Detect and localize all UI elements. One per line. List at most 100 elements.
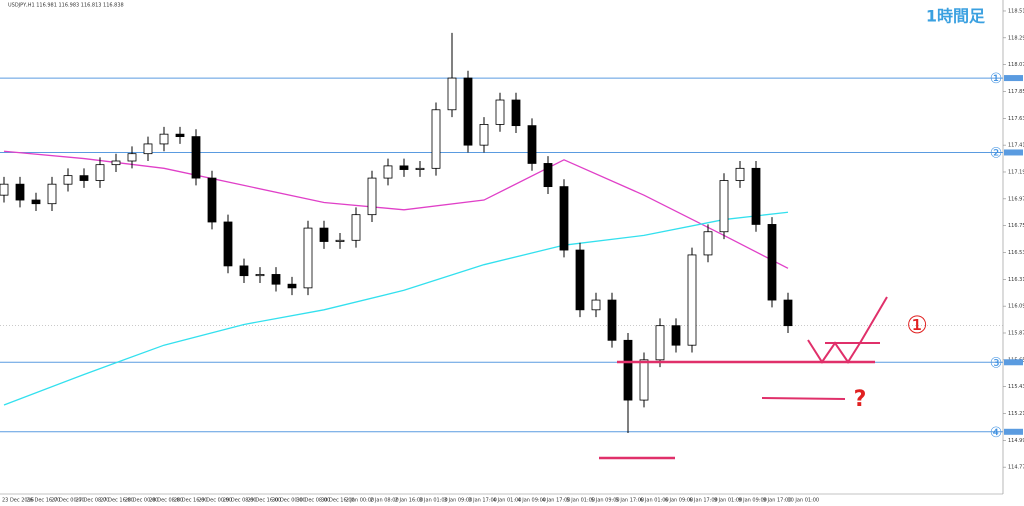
level-box <box>1004 75 1023 82</box>
x-tick-label: 5 Jan 09:00 <box>591 498 619 504</box>
x-tick-label: 2 Jan 08:00 <box>370 498 398 504</box>
candle-body <box>255 274 265 277</box>
candle-body <box>95 164 105 181</box>
moving-average <box>3 211 789 406</box>
candle-body <box>319 227 329 242</box>
y-tick-label: 117.85 <box>1008 89 1024 95</box>
level-box <box>1004 428 1023 435</box>
candle-body <box>31 199 41 205</box>
y-tick-label: 115.43 <box>1008 384 1024 390</box>
candle-body <box>287 283 297 289</box>
y-tick-label: 115.87 <box>1008 330 1024 336</box>
candle-body <box>191 136 201 179</box>
candle-body <box>543 163 553 188</box>
y-tick-label: 114.99 <box>1008 438 1024 444</box>
y-tick-label: 118.29 <box>1008 35 1024 41</box>
y-tick-label: 116.97 <box>1008 196 1024 202</box>
x-tick-label: 6 Jan 09:00 <box>665 498 693 504</box>
level-label: ① <box>990 71 1003 87</box>
candle-body <box>575 249 585 311</box>
candle-body <box>495 99 505 125</box>
x-tick-label: 4 Jan 17:00 <box>542 498 570 504</box>
candle-body <box>79 175 89 181</box>
candle-body <box>591 299 601 311</box>
candle-body <box>735 167 745 181</box>
candle-body <box>687 254 697 346</box>
candle-body <box>63 175 73 185</box>
level-label: ③ <box>990 355 1003 371</box>
x-tick-label: 27 Dec 16:00 <box>100 498 134 504</box>
candle-body <box>335 239 345 242</box>
x-tick-label: 30 Dec 00:00 <box>272 498 306 504</box>
x-tick-label: 29 Dec 16:00 <box>247 498 281 504</box>
candle-body <box>0 183 9 196</box>
x-tick-label: 28 Dec 08:00 <box>149 498 183 504</box>
x-tick-label: 30 Dec 08:00 <box>297 498 331 504</box>
candle-body <box>415 167 425 170</box>
candle-body <box>703 231 713 256</box>
x-tick-label: 6 Jan 17:00 <box>689 498 717 504</box>
x-tick-label: 9 Jan 01:00 <box>714 498 742 504</box>
level-box <box>1004 149 1023 156</box>
candle-body <box>511 99 521 127</box>
drawn-line <box>761 397 846 400</box>
y-tick-label: 118.07 <box>1008 62 1024 68</box>
candle-body <box>223 221 233 267</box>
y-tick-label: 117.41 <box>1008 143 1024 149</box>
x-tick-label: 27 Dec 08:00 <box>76 498 110 504</box>
y-tick-label: 114.77 <box>1008 465 1024 471</box>
candle-body <box>527 125 537 164</box>
candle-body <box>15 183 25 201</box>
x-tick-label: 2 Jan 00:00 <box>346 498 374 504</box>
x-tick-label: 29 Dec 00:00 <box>198 498 232 504</box>
candle-body <box>447 77 457 111</box>
chart-title: 1時間足 <box>926 7 986 26</box>
candle-body <box>207 177 217 223</box>
y-tick-label: 116.75 <box>1008 223 1024 229</box>
x-tick-label: 4 Jan 01:00 <box>493 498 521 504</box>
candle-body <box>303 227 313 289</box>
y-tick-label: 116.09 <box>1008 304 1024 310</box>
y-tick-label: 117.19 <box>1008 169 1024 175</box>
candle-body <box>767 224 777 301</box>
drawn-path <box>807 296 888 364</box>
x-tick-label: 3 Jan 09:00 <box>444 498 472 504</box>
x-tick-label: 3 Jan 01:00 <box>419 498 447 504</box>
candle-body <box>143 143 153 155</box>
candle-body <box>607 299 617 341</box>
drawings <box>599 296 888 460</box>
moving-average <box>3 150 789 269</box>
candle-body <box>239 265 249 277</box>
candle-body <box>639 359 649 401</box>
candle-body <box>399 165 409 170</box>
level-label: ④ <box>990 425 1003 441</box>
x-tick-label: 26 Dec 16:00 <box>27 498 61 504</box>
x-tick-label: 30 Dec 16:00 <box>321 498 355 504</box>
candle-body <box>783 299 793 327</box>
candle-body <box>655 325 665 361</box>
y-tick-label: 118.51 <box>1008 8 1024 14</box>
y-tick-label: 116.31 <box>1008 277 1024 283</box>
y-tick-label: 117.63 <box>1008 116 1024 122</box>
candle-body <box>623 339 633 401</box>
candle-body <box>367 177 377 216</box>
x-tick-label: 5 Jan 17:00 <box>616 498 644 504</box>
x-tick-label: 29 Dec 08:00 <box>223 498 257 504</box>
x-tick-label: 9 Jan 09:00 <box>738 498 766 504</box>
x-tick-label: 2 Jan 16:00 <box>395 498 423 504</box>
x-tick-label: 28 Dec 16:00 <box>174 498 208 504</box>
x-tick-label: 23 Dec 2016 <box>2 498 34 504</box>
candle-body <box>559 186 569 251</box>
candle-body <box>111 160 121 166</box>
candle-body <box>159 133 169 145</box>
candle-body <box>47 183 57 205</box>
x-tick-label: 27 Dec 00:00 <box>51 498 85 504</box>
annotation: ? <box>854 387 867 412</box>
y-tick-label: 116.53 <box>1008 250 1024 256</box>
x-tick-label: 28 Dec 00:00 <box>125 498 159 504</box>
candle-body <box>431 109 441 169</box>
x-tick-label: 6 Jan 01:00 <box>640 498 668 504</box>
candle-body <box>127 153 137 162</box>
annotation: ① <box>906 311 928 339</box>
